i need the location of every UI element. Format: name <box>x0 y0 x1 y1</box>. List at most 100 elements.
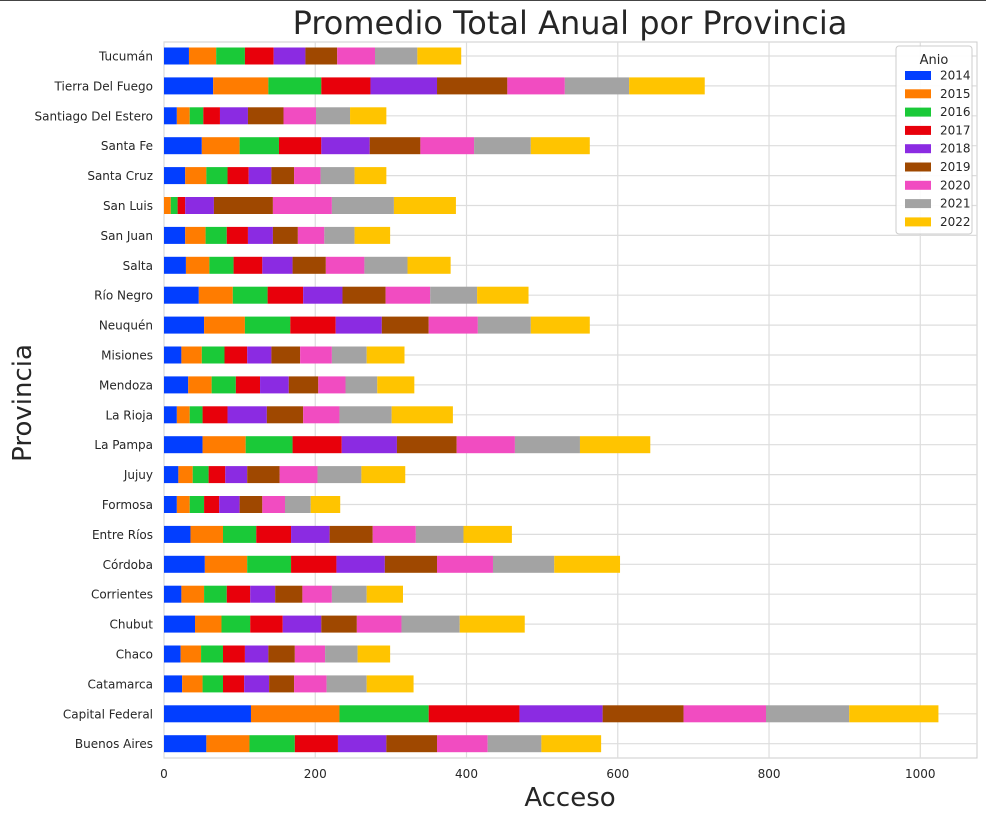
bar-segment-2022 <box>541 735 602 753</box>
legend-swatch-2019 <box>905 162 931 172</box>
bar-segment-2020 <box>437 735 488 753</box>
y-tick-label: Tucumán <box>98 50 153 64</box>
bar-segment-2014 <box>164 525 191 543</box>
x-axis-label: Acceso <box>524 783 615 813</box>
bar-segment-2017 <box>321 77 371 95</box>
bar-segment-2022 <box>366 675 414 693</box>
bar-segment-2021 <box>474 137 531 155</box>
bar-segment-2020 <box>297 226 325 244</box>
bar-segment-2019 <box>271 346 301 364</box>
y-tick-label: Chaco <box>116 648 153 662</box>
legend-label: 2021 <box>940 197 971 211</box>
y-tick-label: La Rioja <box>105 408 153 422</box>
legend-swatch-2017 <box>905 125 931 135</box>
bar-segment-2016 <box>201 346 225 364</box>
y-tick-label: San Luis <box>103 199 153 213</box>
bar-segment-2022 <box>554 555 621 573</box>
bar-segment-2021 <box>765 705 850 723</box>
bar-segment-2020 <box>428 316 478 334</box>
bar-segment-2022 <box>310 496 341 513</box>
legend-label: 2022 <box>940 215 971 229</box>
bar-segment-2022 <box>366 585 403 603</box>
bar-segment-2017 <box>222 645 245 663</box>
bar-segment-2020 <box>372 525 416 543</box>
bar-segment-2021 <box>492 555 555 573</box>
y-tick-label: Córdoba <box>103 558 153 572</box>
bar-segment-2015 <box>182 675 203 693</box>
bar-segment-2016 <box>216 47 245 65</box>
y-tick-label: Chubut <box>109 618 153 632</box>
bar-segment-2018 <box>303 286 343 304</box>
y-tick-label: Catamarca <box>88 677 153 691</box>
bar-segment-2022 <box>530 316 590 334</box>
y-tick-label: Santa Cruz <box>87 169 153 183</box>
bar-segment-2014 <box>164 585 182 603</box>
axes: 0 200 400 600 800 1000 Tucumán Tierra Del Fuego… <box>35 50 936 782</box>
bar-segment-2018 <box>519 705 603 723</box>
bar-segment-2022 <box>477 286 529 304</box>
bar-segment-2022 <box>849 705 939 723</box>
y-tick-label: San Juan <box>101 229 154 243</box>
bar-segment-2021 <box>401 615 460 633</box>
bar-segment-2022 <box>417 47 462 65</box>
legend-label: 2018 <box>940 142 971 156</box>
bar-segment-2016 <box>244 316 291 334</box>
bar-segment-2018 <box>244 675 270 693</box>
bar-segment-2022 <box>357 645 391 663</box>
bar-segment-2022 <box>354 226 391 244</box>
bar-segment-2022 <box>530 137 590 155</box>
bar-segment-2018 <box>227 406 267 424</box>
bar-segment-2016 <box>221 615 251 633</box>
bar-segment-2015 <box>181 585 205 603</box>
legend-swatch-2014 <box>905 71 931 80</box>
bar-segment-2014 <box>164 167 186 185</box>
bar-segment-2015 <box>188 376 212 394</box>
bar-segment-2019 <box>381 316 429 334</box>
x-tick-label: 0 <box>160 767 168 781</box>
bar-segment-2020 <box>279 466 318 484</box>
bar-segment-2020 <box>318 376 346 394</box>
bar-segment-2017 <box>278 137 322 155</box>
y-tick-label: Capital Federal <box>63 707 153 721</box>
y-tick-label: Tierra Del Fuego <box>54 79 153 93</box>
bar-segment-2021 <box>285 496 311 513</box>
bar-segment-2017 <box>233 256 263 274</box>
bar-segment-2017 <box>250 615 283 633</box>
bar-segment-2018 <box>273 47 306 65</box>
legend-swatch-2022 <box>905 217 931 227</box>
bar-segment-2016 <box>339 705 429 723</box>
bar-segment-2021 <box>430 286 478 304</box>
y-tick-label: Corrientes <box>91 588 153 602</box>
bar-segment-2016 <box>204 585 227 603</box>
y-tick-label: Mendoza <box>99 378 153 392</box>
bar-segment-2017 <box>202 406 228 424</box>
bar-segment-2014 <box>164 466 179 484</box>
bar-segment-2020 <box>356 615 402 633</box>
bar-segment-2016 <box>222 525 257 543</box>
bar-segment-2016 <box>239 137 279 155</box>
bar-segment-2015 <box>178 466 193 484</box>
plot-area <box>163 41 978 759</box>
bar-segment-2016 <box>189 496 205 513</box>
bar-segment-2018 <box>341 436 397 454</box>
y-tick-label: Formosa <box>102 498 153 512</box>
bar-segment-2017 <box>226 585 251 603</box>
bar-segment-2019 <box>288 376 319 394</box>
bar-segment-2019 <box>247 107 284 125</box>
bar-segment-2021 <box>415 525 464 543</box>
bar-segment-2019 <box>266 406 304 424</box>
bar-segment-2020 <box>283 107 317 125</box>
legend: Anio 2014 2015 2016 2017 2018 2019 2020 2021 202… <box>895 45 973 235</box>
bar-segment-2019 <box>321 615 357 633</box>
bar-segment-2020 <box>262 496 286 513</box>
bar-segment-2019 <box>329 525 373 543</box>
bar-segment-2022 <box>629 77 705 95</box>
bar-segment-2016 <box>189 107 204 125</box>
bar-segment-2019 <box>342 286 386 304</box>
bar-segment-2018 <box>282 615 322 633</box>
legend-label: 2015 <box>940 87 971 101</box>
bar-segment-2016 <box>206 167 228 185</box>
bar-segment-2015 <box>176 496 190 513</box>
